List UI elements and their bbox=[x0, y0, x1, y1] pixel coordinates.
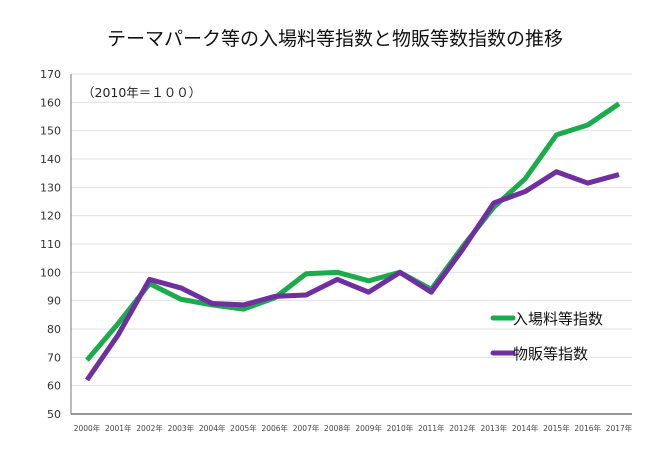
legend-label: 入場料等指数 bbox=[513, 310, 603, 328]
y-tick-label: 160 bbox=[40, 96, 61, 109]
x-tick-label: 2008年 bbox=[324, 423, 351, 433]
x-tick-label: 2014年 bbox=[512, 423, 539, 433]
y-tick-label: 50 bbox=[47, 408, 61, 421]
y-tick-label: 100 bbox=[40, 266, 61, 279]
y-tick-label: 150 bbox=[40, 125, 61, 138]
x-tick-label: 2001年 bbox=[105, 423, 132, 433]
x-tick-label: 2012年 bbox=[449, 423, 476, 433]
base-year-note: （2010年＝１００） bbox=[82, 85, 201, 100]
y-tick-label: 110 bbox=[40, 238, 61, 251]
x-tick-label: 2000年 bbox=[74, 423, 101, 433]
x-tick-label: 2003年 bbox=[168, 423, 195, 433]
x-tick-label: 2002年 bbox=[136, 423, 163, 433]
y-tick-label: 80 bbox=[47, 323, 61, 336]
y-tick-label: 170 bbox=[40, 68, 61, 81]
x-tick-label: 2009年 bbox=[355, 423, 382, 433]
x-tick-label: 2005年 bbox=[230, 423, 257, 433]
legend-label: 物販等指数 bbox=[513, 345, 588, 363]
x-tick-label: 2016年 bbox=[574, 423, 601, 433]
y-tick-label: 60 bbox=[47, 380, 61, 393]
series-line-2 bbox=[84, 169, 620, 382]
x-tick-label: 2013年 bbox=[481, 423, 508, 433]
series-line-1 bbox=[85, 101, 621, 362]
x-tick-label: 2006年 bbox=[261, 423, 288, 433]
y-tick-label: 140 bbox=[40, 153, 61, 166]
y-tick-label: 70 bbox=[47, 351, 61, 364]
x-tick-label: 2017年 bbox=[606, 423, 633, 433]
x-tick-label: 2011年 bbox=[418, 423, 445, 433]
y-tick-label: 90 bbox=[47, 295, 61, 308]
y-tick-label: 130 bbox=[40, 181, 61, 194]
x-tick-label: 2004年 bbox=[199, 423, 226, 433]
x-tick-label: 2010年 bbox=[387, 423, 414, 433]
chart-title: テーマパーク等の入場料等指数と物販等数指数の推移 bbox=[107, 28, 563, 50]
y-tick-label: 120 bbox=[40, 210, 61, 223]
x-tick-label: 2015年 bbox=[543, 423, 570, 433]
x-tick-label: 2007年 bbox=[293, 423, 320, 433]
